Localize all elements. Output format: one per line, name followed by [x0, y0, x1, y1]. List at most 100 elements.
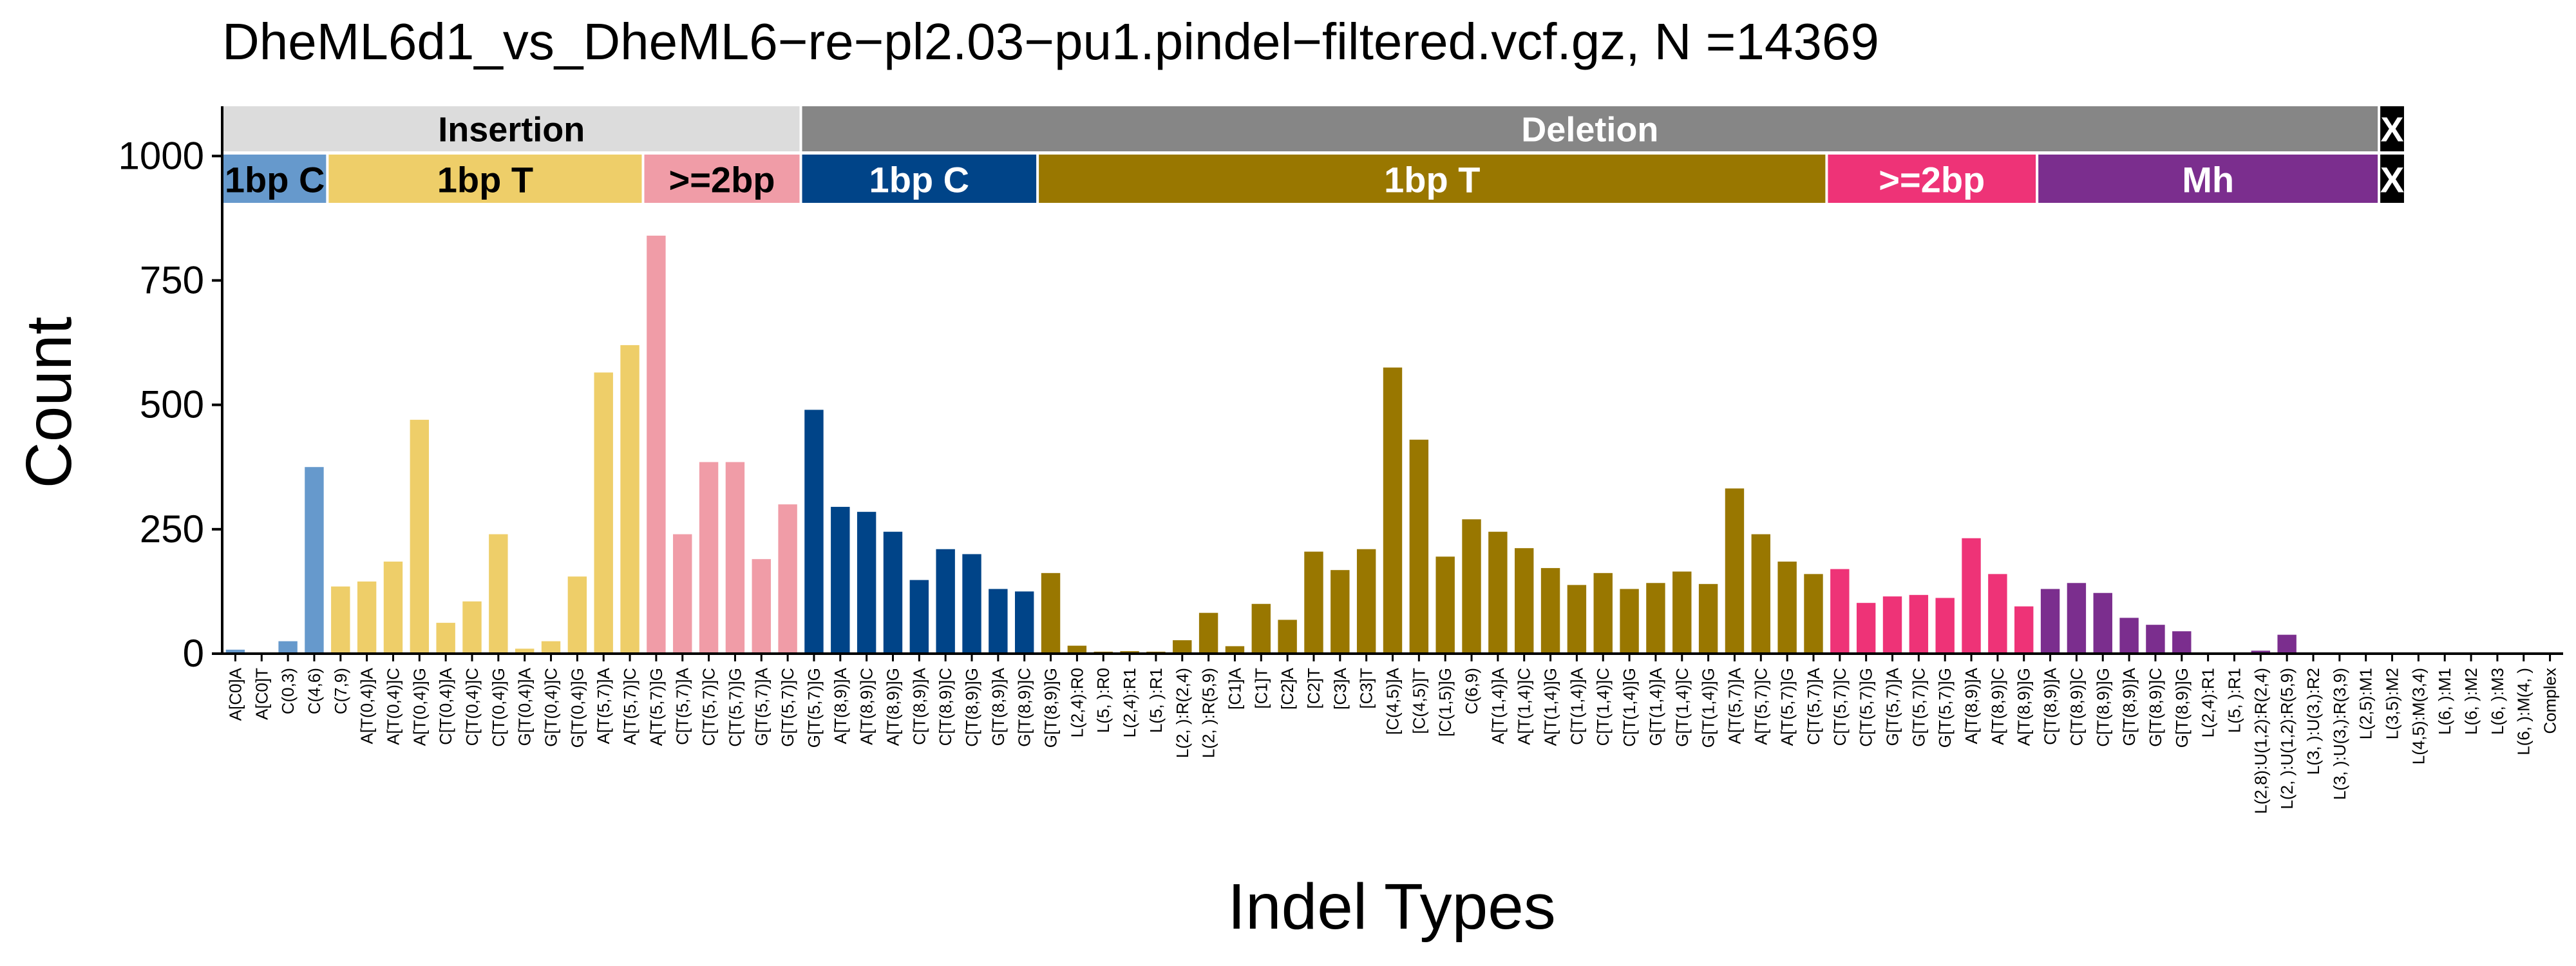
bar	[594, 372, 613, 654]
bar	[2277, 634, 2297, 654]
bar	[1356, 549, 1376, 654]
x-tick-label: C(7,9)	[331, 668, 350, 714]
strip-sub-1-label: 1bp T	[437, 160, 533, 200]
x-tick-label: L(2, ):R(2,4)	[1173, 668, 1192, 758]
x-tick-label: L(6, ):M2	[2461, 668, 2481, 735]
x-tick-label: G[T(0,4)]C	[542, 668, 561, 747]
x-tick-label: [C(1,5)]G	[1435, 668, 1455, 737]
x-tick-label: A[T(1,4)]A	[1488, 667, 1508, 744]
strip-sub-3-box	[802, 155, 1037, 203]
y-tick-label: 1000	[118, 134, 204, 177]
x-tick-label: L(6, ):M3	[2488, 668, 2507, 735]
strip-sub-4-label: 1bp T	[1384, 160, 1480, 200]
category-strips: Insertion Deletion X 1bp C 1bp T >=2bp 1bp C 1b…	[223, 106, 2404, 203]
bar	[1173, 640, 1192, 654]
x-tick-label: A[C0]T	[252, 668, 271, 720]
y-axis-label: Count	[13, 316, 85, 488]
bar	[305, 467, 324, 654]
x-tick-label: A[T(8,9)]A	[1962, 667, 1981, 744]
bar	[410, 419, 430, 654]
x-tick-label: G[T(5,7)]G	[1935, 668, 1955, 748]
x-tick-label: A[T(5,7)]G	[647, 668, 666, 746]
bar	[673, 534, 692, 654]
strip-sub-0-box	[223, 155, 327, 203]
x-tick-label: G[T(1,4)]C	[1672, 668, 1692, 747]
x-tick-label: G[T(8,9)]C	[2146, 668, 2165, 747]
bar	[2119, 618, 2139, 654]
bar	[1646, 583, 1665, 654]
x-tick-label: C[T(1,4)]G	[1620, 668, 1639, 747]
x-tick-label: L(5, ):R1	[2224, 668, 2244, 733]
x-tick-label: L(2, ):U(1,2):R(5,9)	[2277, 668, 2297, 810]
bar	[620, 345, 639, 654]
x-tick-label: L(2,8):U(1,2):R(2,4)	[2251, 668, 2270, 814]
x-tick-label: A[T(8,9)]A	[831, 667, 850, 744]
x-tick-label: [C1]T	[1251, 668, 1271, 709]
bar	[1777, 562, 1797, 654]
bar	[1014, 591, 1034, 654]
bar	[1672, 571, 1692, 654]
x-tick-label: G[T(5,7)]C	[778, 668, 797, 747]
x-tick-label: A[T(8,9)]G	[883, 668, 902, 746]
x-tick-label: L(4,5):M(3,4)	[2409, 668, 2428, 764]
x-tick-label: A[T(5,7)]G	[1777, 668, 1797, 746]
strip-top-1-label: Deletion	[1521, 111, 1658, 149]
bar	[2067, 583, 2087, 654]
x-tick-label: G[T(0,4)]A	[515, 667, 535, 746]
x-tick-label: G[T(1,4)]A	[1646, 667, 1665, 746]
strip-sub-2-box	[644, 155, 800, 203]
bar	[1988, 574, 2007, 654]
y-tick-label: 250	[140, 507, 204, 551]
x-tick-label: C[T(8,9)]G	[962, 668, 981, 747]
strip-sub-3-label: 1bp C	[869, 160, 970, 200]
strip-sub-4-box	[1039, 155, 1826, 203]
bar	[1751, 534, 1771, 654]
bar	[725, 462, 745, 654]
bar	[462, 601, 482, 654]
bar	[936, 549, 955, 654]
x-tick-label: A[T(5,7)]C	[1751, 668, 1770, 745]
x-tick-label: C[T(8,9)]A	[2041, 667, 2060, 745]
bar	[909, 580, 929, 654]
x-tick-labels: A[C0]A A[C0]T C(0,3) C(4,6) C(7,9) A[T(0,4)]A…	[225, 654, 2560, 814]
bar	[1462, 519, 1481, 654]
x-tick-label: A[T(1,4)]C	[1515, 668, 1534, 745]
x-tick-label: A[T(0,4)]C	[383, 668, 402, 745]
x-tick-label: L(2,5):M1	[2356, 668, 2376, 739]
x-tick-label: [C1]A	[1225, 667, 1244, 710]
x-tick-label: C(4,6)	[305, 668, 324, 714]
bar	[1909, 594, 1929, 654]
bar	[2093, 592, 2112, 654]
x-tick-label: G[T(5,7)]C	[1909, 668, 1928, 747]
bar	[647, 235, 666, 654]
x-tick-label: G[T(0,4)]G	[567, 668, 587, 748]
bar	[1620, 589, 1639, 654]
bar	[962, 554, 981, 654]
bar	[1225, 646, 1245, 654]
bar	[331, 586, 350, 654]
x-tick-label: L(5, ):R0	[1094, 668, 1113, 733]
x-tick-label: L(2,4):R1	[2199, 668, 2218, 737]
chart-title: DheML6d1_vs_DheML6−re−pl2.03−pu1.pindel−…	[222, 13, 1879, 70]
bar	[357, 581, 377, 654]
x-tick-label: [C3]T	[1357, 668, 1376, 709]
x-tick-label: [C(4,5)]A	[1383, 667, 1403, 735]
x-tick-label: A[T(8,9)]C	[1988, 668, 2007, 745]
x-tick-label: C(0,3)	[278, 668, 298, 714]
y-tick-label: 500	[140, 383, 204, 426]
x-tick-label: C[T(8,9)]C	[2067, 668, 2086, 746]
x-tick-label: C[T(1,4)]C	[1593, 668, 1613, 746]
bar	[1593, 573, 1613, 654]
x-tick-label: L(3, ):U(3,):R2	[2304, 668, 2323, 775]
bar	[278, 641, 298, 654]
bar	[1856, 603, 1876, 654]
x-axis-label: Indel Types	[1227, 871, 1556, 943]
strip-top-2-box	[2380, 106, 2404, 151]
bar	[2251, 650, 2271, 654]
x-tick-label: C[T(5,7)]G	[725, 668, 744, 747]
bar	[515, 649, 535, 654]
bar	[1488, 531, 1508, 654]
x-tick-label: C(6,9)	[1462, 668, 1481, 714]
bar	[1882, 596, 1902, 654]
x-tick-label: C[T(5,7)]C	[699, 668, 719, 746]
